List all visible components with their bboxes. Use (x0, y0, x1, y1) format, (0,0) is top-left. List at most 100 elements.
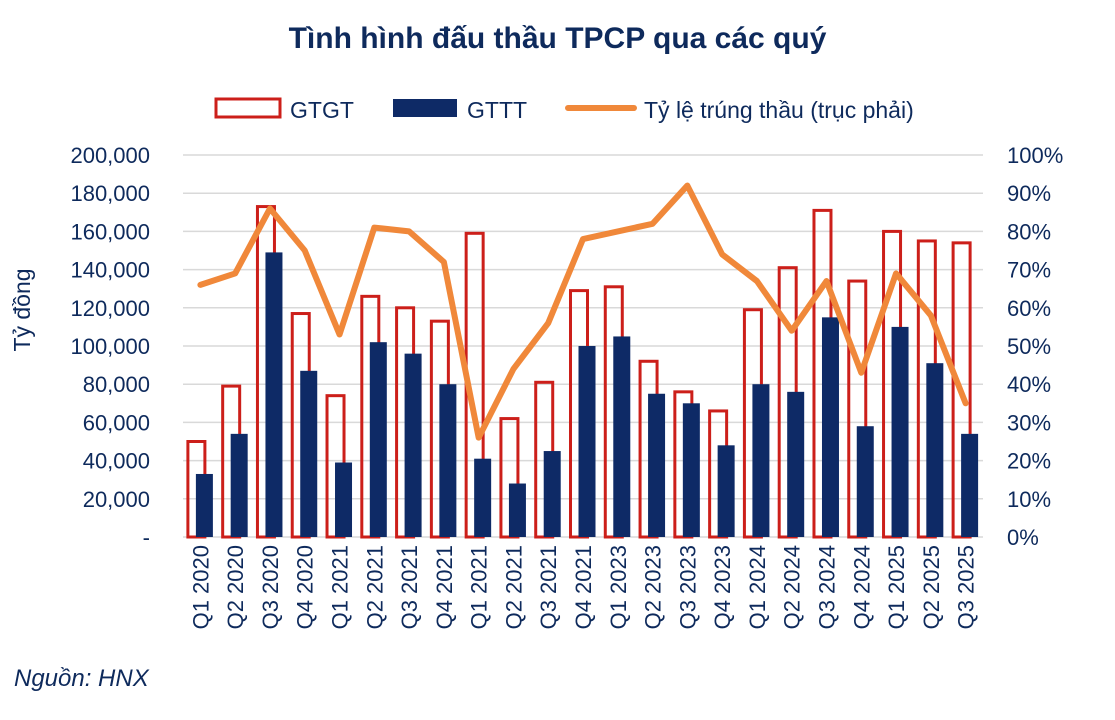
legend-swatch-gttt (393, 99, 457, 117)
right-tick-label: 90% (1007, 181, 1051, 206)
rate-point (860, 371, 863, 374)
legend: GTGT GTTT Tỷ lệ trúng thầu (trục phải) (214, 97, 914, 123)
bar-gttt (717, 445, 735, 537)
bar-gttt (856, 426, 874, 537)
category-label: Q4 2020 (293, 545, 318, 629)
bars (186, 205, 979, 539)
rate-point (616, 230, 619, 233)
bar-gttt (230, 433, 248, 537)
left-tick-label: 140,000 (70, 258, 150, 283)
bar-gttt (648, 393, 666, 537)
rate-point (268, 207, 271, 210)
category-label: Q4 2024 (849, 545, 874, 629)
rate-point (651, 222, 654, 225)
bar-gttt (787, 391, 805, 537)
bar-gttt (891, 326, 909, 537)
bar-gttt (961, 433, 979, 537)
bar-gttt (195, 473, 213, 537)
bar-gttt (508, 483, 526, 537)
right-axis-ticks: 0% 10% 20% 30% 40% 50% 60% 70% 80% 90% 100% (1007, 143, 1063, 550)
bar-gttt (474, 458, 492, 537)
legend-label-gtgt: GTGT (290, 97, 354, 123)
rate-point (373, 226, 376, 229)
category-label: Q3 2024 (814, 545, 839, 629)
legend-label-gttt: GTTT (467, 97, 527, 123)
bar-gttt (335, 462, 353, 537)
rate-point (234, 272, 237, 275)
left-tick-label: 80,000 (83, 372, 150, 397)
category-label: Q1 2024 (745, 545, 770, 629)
category-label: Q4 2023 (710, 545, 735, 629)
category-label: Q4 2021 (571, 545, 596, 629)
rate-point (408, 230, 411, 233)
rate-point (512, 367, 515, 370)
category-label: Q2 2021 (501, 545, 526, 629)
category-label: Q4 2021 (432, 545, 457, 629)
left-tick-label: 120,000 (70, 296, 150, 321)
legend-swatch-gtgt (214, 97, 282, 119)
rate-point (755, 280, 758, 283)
category-label: Q1 2023 (606, 545, 631, 629)
bar-gttt (300, 370, 318, 537)
rate-point (477, 436, 480, 439)
category-label: Q3 2020 (258, 545, 283, 629)
left-tick-label: 160,000 (70, 219, 150, 244)
category-label: Q3 2021 (536, 545, 561, 629)
rate-point (964, 402, 967, 405)
legend-label-rate: Tỷ lệ trúng thầu (trục phải) (644, 97, 914, 123)
rate-point (825, 280, 828, 283)
category-label: Q2 2023 (641, 545, 666, 629)
category-label: Q1 2020 (188, 545, 213, 629)
rate-point (199, 283, 202, 286)
rate-point (442, 260, 445, 263)
source-note: Nguồn: HNX (14, 665, 149, 692)
category-label: Q1 2021 (328, 545, 353, 629)
bar-gttt (613, 336, 631, 537)
y-axis-label: Tỷ đồng (9, 268, 35, 351)
left-tick-label: 180,000 (70, 181, 150, 206)
left-tick-label: 40,000 (83, 449, 150, 474)
category-label: Q1 2021 (467, 545, 492, 629)
left-tick-label: 100,000 (70, 334, 150, 359)
right-tick-label: 20% (1007, 449, 1051, 474)
rate-line (197, 182, 969, 441)
left-tick-label: 200,000 (70, 143, 150, 168)
bar-gttt (369, 342, 387, 537)
category-label: Q2 2021 (362, 545, 387, 629)
bar-gttt (926, 363, 944, 537)
category-label: Q3 2023 (675, 545, 700, 629)
left-axis-ticks: - 20,000 40,000 60,000 80,000 100,000 120,000 1… (70, 143, 150, 550)
rate-point (547, 322, 550, 325)
category-ticks: Q1 2020 Q2 2020 Q3 2020 Q4 2020 Q1 2021 Q2 20… (188, 545, 978, 629)
rate-point (790, 329, 793, 332)
rate-point (582, 238, 584, 241)
bar-gttt (752, 384, 770, 537)
rate-point (338, 333, 341, 336)
bar-gttt (404, 353, 422, 537)
right-tick-label: 100% (1007, 143, 1063, 168)
bar-gttt (543, 451, 561, 537)
rate-point (721, 253, 724, 256)
right-tick-label: 0% (1007, 525, 1039, 550)
category-label: Q2 2024 (780, 545, 805, 629)
category-label: Q3 2021 (397, 545, 422, 629)
category-label: Q3 2025 (954, 545, 979, 629)
category-label: Q2 2020 (223, 545, 248, 629)
category-label: Q1 2025 (884, 545, 909, 629)
right-tick-label: 80% (1007, 219, 1051, 244)
category-label: Q2 2025 (919, 545, 944, 629)
bar-gttt (265, 252, 283, 537)
right-tick-label: 40% (1007, 372, 1051, 397)
right-tick-label: 10% (1007, 487, 1051, 512)
chart-title: Tình hình đấu thầu TPCP qua các quý (288, 22, 827, 55)
right-tick-label: 70% (1007, 258, 1051, 283)
right-tick-label: 30% (1007, 410, 1051, 435)
rate-point (929, 314, 932, 317)
right-tick-label: 60% (1007, 296, 1051, 321)
bar-gttt (439, 384, 457, 537)
rate-point (895, 272, 898, 275)
left-tick-label: 60,000 (83, 410, 150, 435)
rate-point (303, 249, 306, 252)
bar-gttt (682, 403, 700, 537)
